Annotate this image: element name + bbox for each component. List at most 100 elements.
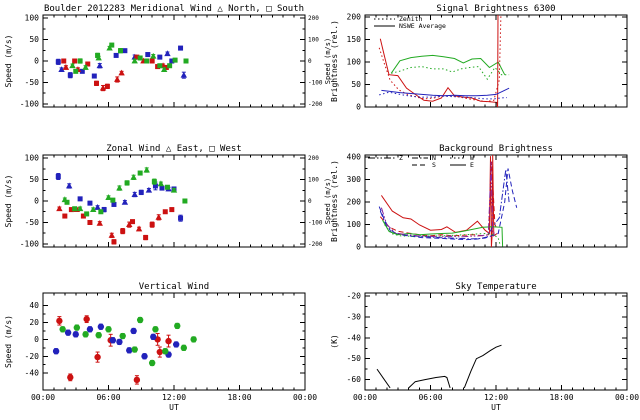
vertical-wind-series	[52, 315, 197, 385]
vertical-wind-plot-box	[42, 292, 306, 391]
sky-temperature-ytick: -60	[347, 375, 362, 384]
panel-zonal-wind: 100 50 0 -50 -100 200 100 0 -100 -200 Speed (m/s) Z…	[4, 144, 332, 248]
zonal-wind-right-ytick: 100	[308, 177, 319, 184]
sky-temperature-ytick: -50	[347, 354, 362, 363]
background-brightness-yaxis-label: Brightness (rel.)	[330, 160, 339, 242]
signal-brightness-yaxis-label: Brightness (rel.)	[330, 20, 339, 102]
background-brightness-legend-label: W	[470, 154, 474, 162]
sky-temperature-xaxis-label: UT	[491, 403, 501, 412]
background-brightness-title: Background Brightness	[439, 144, 553, 154]
zonal-wind-right-axis-label: Speed (m/s)	[324, 178, 332, 224]
sky-temperature-xtick: 18:00	[549, 393, 573, 402]
zonal-wind-ytick: -50	[25, 218, 40, 227]
panel-vertical-wind: 40 20 0 -20 -40 00:00 06:00 12:00 18:00 00:00 UT Ve…	[4, 282, 317, 412]
sky-temperature-xtick: 06:00	[418, 393, 442, 402]
meridional-wind-ytick: -50	[25, 78, 40, 87]
meridional-wind-ytick: 50	[29, 35, 39, 44]
background-brightness-legend-label: N	[432, 154, 436, 162]
background-brightness-ytick: 100	[347, 220, 362, 229]
signal-brightness-legend-label: Zenith	[399, 15, 423, 23]
background-brightness-ytick: 300	[347, 175, 362, 184]
vertical-wind-title: Vertical Wind	[139, 282, 209, 292]
sky-temperature-plot-box	[364, 292, 628, 391]
vertical-wind-xtick: 06:00	[96, 393, 120, 402]
meridional-wind-series	[55, 42, 189, 92]
meridional-wind-right-ytick: 100	[308, 37, 319, 44]
zonal-wind-right-ytick: -200	[308, 241, 323, 248]
panel-signal-brightness: 200 150 100 50 0 Signal Brightness 6300 Bright…	[330, 4, 628, 112]
zonal-wind-axes	[42, 155, 306, 247]
meridional-wind-right-ytick: -100	[308, 79, 323, 86]
sky-temperature-labels: -20 -30 -40 -50 -60 00:00 06:00 12:00 18:00 00:00…	[330, 282, 639, 412]
sky-temperature-yaxis-label: (K)	[330, 334, 339, 348]
sky-temperature-ytick: -30	[347, 312, 362, 321]
meridional-wind-ytick: 100	[25, 14, 40, 23]
signal-brightness-legend-label: NSWE Average	[399, 22, 446, 30]
signal-brightness-ytick: 100	[347, 58, 362, 67]
sky-temperature-ytick: -40	[347, 333, 362, 342]
vertical-wind-ytick: 0	[34, 335, 39, 344]
zonal-wind-ytick: 0	[34, 197, 39, 206]
meridional-wind-ytick: -100	[20, 99, 39, 108]
meridional-wind-ytick: 0	[34, 57, 39, 66]
background-brightness-plot-box	[364, 154, 628, 248]
signal-brightness-labels: 200 150 100 50 0 Signal Brightness 6300 Bright…	[330, 4, 556, 112]
meridional-wind-labels: 100 50 0 -50 -100 200 100 0 -100 -200 Speed (m/s) B…	[4, 4, 332, 108]
vertical-wind-ytick: 20	[29, 318, 39, 327]
signal-brightness-series	[378, 15, 510, 107]
vertical-wind-xaxis-label: UT	[169, 403, 179, 412]
background-brightness-axes	[364, 155, 628, 248]
background-brightness-ytick: 200	[347, 198, 362, 207]
zonal-wind-labels: 100 50 0 -50 -100 200 100 0 -100 -200 Speed (m/s) Z…	[4, 144, 332, 248]
background-brightness-legend-label: S	[432, 161, 436, 169]
vertical-wind-axes	[42, 293, 306, 390]
signal-brightness-ytick: 50	[351, 80, 361, 89]
meridional-wind-right-ytick: -200	[308, 101, 323, 108]
vertical-wind-xtick: 18:00	[227, 393, 251, 402]
vertical-wind-labels: 40 20 0 -20 -40 00:00 06:00 12:00 18:00 00:00 UT Ve…	[4, 282, 317, 412]
panel-meridional-wind: 100 50 0 -50 -100 200 100 0 -100 -200 Speed (m/s) B…	[4, 4, 332, 108]
signal-brightness-axes	[364, 15, 628, 108]
zonal-wind-right-ytick: -100	[308, 219, 323, 226]
sky-temperature-axes	[364, 293, 628, 390]
vertical-wind-xtick: 00:00	[293, 393, 317, 402]
meridional-wind-title: Boulder 2012283 Meridional Wind △ North,…	[44, 4, 304, 14]
zonal-wind-right-ytick: 0	[308, 198, 312, 205]
meridional-wind-axes	[42, 15, 306, 107]
sky-temperature-xtick: 00:00	[615, 393, 639, 402]
zonal-wind-ytick: 100	[25, 154, 40, 163]
background-brightness-legend: Z NS WE	[368, 154, 474, 169]
vertical-wind-yaxis-label: Speed (m/s)	[4, 315, 13, 368]
sky-temperature-xtick: 00:00	[353, 393, 377, 402]
signal-brightness-title: Signal Brightness 6300	[436, 4, 555, 14]
vertical-wind-ytick: 40	[29, 301, 39, 310]
signal-brightness-ytick: 0	[356, 103, 361, 112]
meridional-wind-right-ytick: 200	[308, 15, 319, 22]
meridional-wind-yaxis-label: Speed (m/s)	[4, 35, 13, 88]
background-brightness-ytick: 400	[347, 153, 362, 162]
zonal-wind-ytick: 50	[29, 175, 39, 184]
sky-temperature-title: Sky Temperature	[455, 282, 536, 292]
background-brightness-legend-label: Z	[399, 154, 403, 162]
vertical-wind-ytick: -40	[25, 369, 40, 378]
panel-sky-temperature: -20 -30 -40 -50 -60 00:00 06:00 12:00 18:00 00:00…	[330, 282, 639, 412]
vertical-wind-xtick: 00:00	[31, 393, 55, 402]
signal-brightness-ytick: 150	[347, 35, 362, 44]
background-brightness-labels: 400 300 200 100 0 Background Brightness Bright…	[330, 144, 553, 252]
meridional-wind-right-axis-label: Speed (m/s)	[324, 38, 332, 84]
zonal-wind-yaxis-label: Speed (m/s)	[4, 175, 13, 228]
sky-temperature-series	[376, 344, 502, 389]
zonal-wind-series	[55, 166, 188, 245]
meridional-wind-right-ytick: 0	[308, 58, 312, 65]
zonal-wind-ytick: -100	[20, 239, 39, 248]
zonal-wind-right-ytick: 200	[308, 155, 319, 162]
panel-background-brightness: 400 300 200 100 0 Background Brightness Bright…	[330, 144, 628, 252]
zonal-wind-title: Zonal Wind △ East, □ West	[106, 144, 241, 154]
background-brightness-series	[378, 155, 518, 247]
sky-temperature-xtick: 12:00	[484, 393, 508, 402]
sky-temperature-ytick: -20	[347, 292, 362, 301]
vertical-wind-xtick: 12:00	[162, 393, 186, 402]
